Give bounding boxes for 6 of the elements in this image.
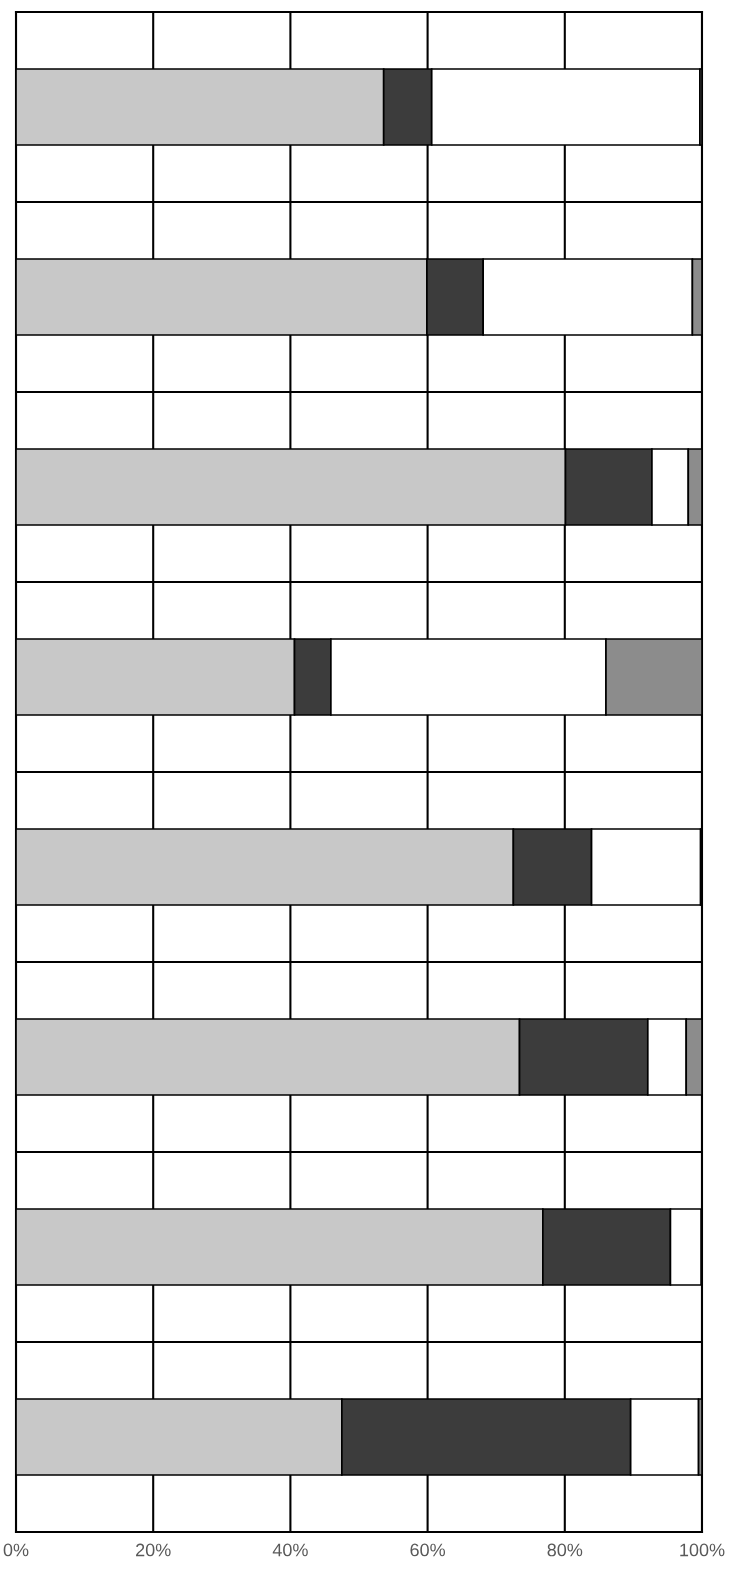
x-tick-label: 40% bbox=[272, 1543, 308, 1557]
x-tick-label: 20% bbox=[136, 1543, 171, 1557]
x-tick-label: 60% bbox=[410, 1543, 446, 1557]
x-tick-label: 80% bbox=[547, 1543, 583, 1557]
x-tick-label: 0% bbox=[3, 1543, 29, 1557]
x-tick-label: 100% bbox=[680, 1543, 725, 1557]
